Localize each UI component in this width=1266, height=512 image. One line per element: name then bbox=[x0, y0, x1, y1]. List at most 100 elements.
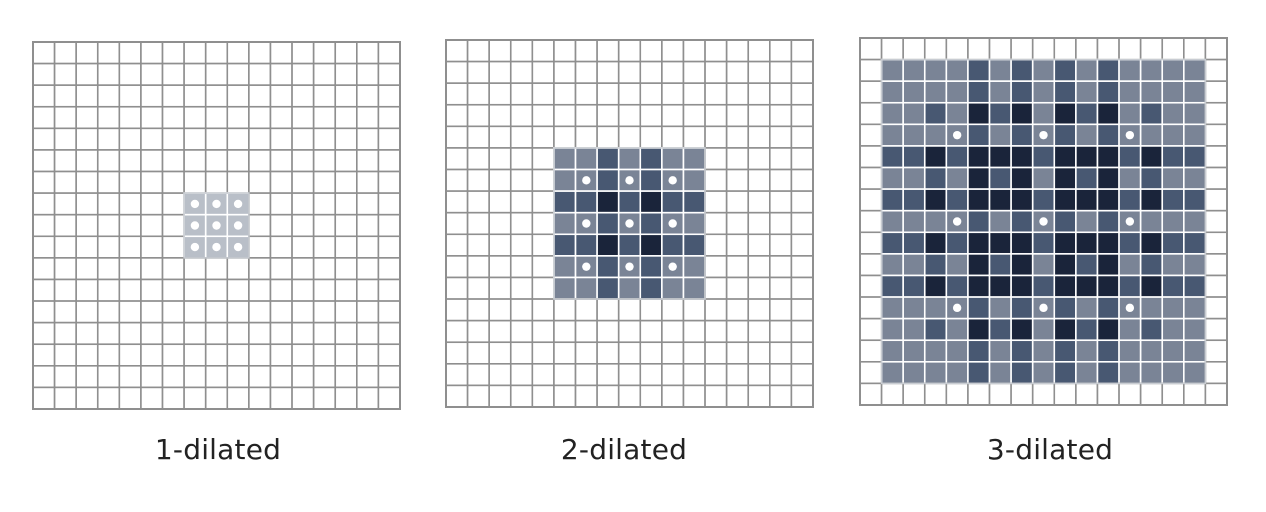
receptive-field-cell bbox=[1096, 209, 1120, 234]
grid-cell bbox=[466, 60, 490, 84]
receptive-field-cell bbox=[1118, 339, 1142, 363]
grid-cell bbox=[356, 105, 380, 130]
grid-cell bbox=[269, 343, 293, 367]
grid-cell bbox=[639, 384, 663, 408]
grid-cell bbox=[161, 41, 185, 65]
grid-cell bbox=[509, 319, 534, 344]
grid-cell bbox=[161, 343, 185, 367]
receptive-field-cell bbox=[880, 231, 904, 255]
grid-cell bbox=[32, 192, 56, 216]
grid-cell bbox=[790, 319, 814, 344]
grid-cell bbox=[32, 257, 56, 281]
receptive-field-cell bbox=[1053, 317, 1077, 342]
receptive-field-cell bbox=[880, 58, 904, 82]
receptive-field-cell bbox=[1096, 123, 1120, 147]
grid-cell bbox=[859, 296, 883, 320]
grid-cell bbox=[682, 319, 706, 344]
grid-cell bbox=[531, 384, 555, 408]
receptive-field-cell bbox=[1096, 274, 1120, 298]
grid-cell bbox=[509, 125, 534, 149]
grid-cell bbox=[704, 276, 728, 300]
grid-cell bbox=[682, 298, 706, 322]
grid-cell bbox=[356, 149, 380, 173]
receptive-field-cell bbox=[1161, 361, 1185, 385]
grid-cell bbox=[790, 125, 814, 149]
grid-cell bbox=[140, 127, 164, 151]
grid-cell bbox=[248, 170, 272, 194]
receptive-field-cell bbox=[1053, 80, 1077, 104]
panel-3-dilated bbox=[859, 37, 1228, 406]
grid-cell bbox=[377, 170, 401, 194]
grid-cell bbox=[488, 276, 512, 300]
grid-cell bbox=[118, 321, 142, 346]
receptive-field-cell bbox=[967, 361, 991, 385]
grid-cell bbox=[75, 105, 99, 130]
receptive-field-cell bbox=[1139, 123, 1164, 147]
receptive-field-cell bbox=[988, 231, 1012, 255]
grid-cell bbox=[118, 192, 142, 216]
grid-cell bbox=[725, 147, 750, 171]
grid-cell bbox=[226, 343, 250, 367]
grid-cell bbox=[226, 127, 250, 151]
grid-cell bbox=[269, 127, 293, 151]
grid-cell bbox=[32, 300, 56, 324]
grid-cell bbox=[967, 37, 991, 61]
grid-cell bbox=[466, 125, 490, 149]
receptive-field-cell bbox=[1031, 188, 1056, 212]
grid-cell bbox=[596, 298, 620, 322]
grid-cell bbox=[248, 343, 272, 367]
receptive-field-cell bbox=[1161, 123, 1185, 147]
receptive-field-cell bbox=[1096, 253, 1120, 277]
receptive-field-cell bbox=[1031, 80, 1056, 104]
grid-cell bbox=[312, 84, 337, 108]
grid-cell bbox=[769, 103, 793, 128]
grid-cell bbox=[704, 298, 728, 322]
kernel-tap-dot bbox=[582, 176, 591, 185]
panel-1-dilated bbox=[32, 41, 401, 410]
grid-cell bbox=[1053, 382, 1077, 406]
grid-cell bbox=[509, 298, 534, 322]
grid-cell bbox=[682, 384, 706, 408]
grid-cell bbox=[334, 386, 358, 410]
grid-cell bbox=[466, 384, 490, 408]
receptive-field-cell bbox=[1096, 145, 1120, 169]
grid-cell bbox=[509, 147, 534, 171]
grid-cell bbox=[140, 41, 164, 65]
grid-cell bbox=[553, 82, 577, 106]
kernel-tap-dot bbox=[625, 176, 634, 185]
receptive-field-cell bbox=[1118, 274, 1142, 298]
receptive-field-cell bbox=[988, 80, 1012, 104]
grid-cell bbox=[248, 84, 272, 108]
grid-cell bbox=[161, 386, 185, 410]
grid-cell bbox=[291, 127, 315, 151]
receptive-field-cell bbox=[1053, 339, 1077, 363]
grid-cell bbox=[204, 149, 229, 173]
receptive-field-cell bbox=[945, 317, 969, 342]
receptive-field-cell bbox=[988, 253, 1012, 277]
grid-cell bbox=[509, 255, 534, 279]
receptive-field-cell bbox=[1075, 123, 1099, 147]
grid-cell bbox=[859, 145, 883, 169]
grid-cell bbox=[75, 62, 99, 86]
grid-cell bbox=[356, 257, 380, 281]
receptive-field-cell bbox=[661, 233, 685, 257]
receptive-field-cell bbox=[902, 231, 926, 255]
receptive-field-cell bbox=[617, 276, 642, 300]
receptive-field-cell bbox=[967, 339, 991, 363]
grid-cell bbox=[553, 60, 577, 84]
receptive-field-cell bbox=[1183, 274, 1207, 298]
grid-cell bbox=[747, 168, 771, 192]
grid-cell bbox=[747, 255, 771, 279]
grid-cell bbox=[140, 149, 164, 173]
grid-cell bbox=[725, 255, 750, 279]
grid-cell bbox=[553, 363, 577, 387]
grid-cell bbox=[334, 235, 358, 259]
receptive-field-cell bbox=[682, 147, 706, 171]
grid-cell bbox=[1075, 382, 1099, 406]
receptive-field-cell bbox=[682, 276, 706, 300]
receptive-field-cell bbox=[1075, 188, 1099, 212]
grid-cell bbox=[53, 386, 77, 410]
grid-cell bbox=[96, 127, 121, 151]
grid-cell bbox=[639, 60, 663, 84]
grid-cell bbox=[445, 233, 469, 257]
